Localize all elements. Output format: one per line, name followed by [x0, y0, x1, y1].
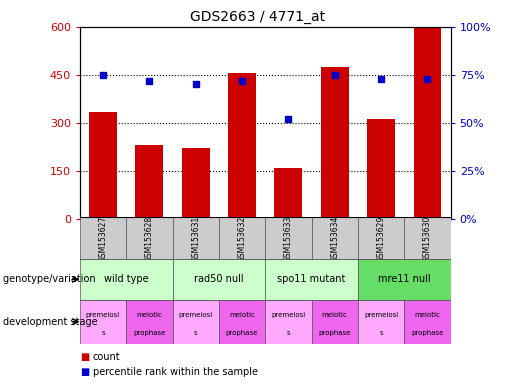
- Text: GSM153633: GSM153633: [284, 216, 293, 262]
- Bar: [358, 217, 404, 261]
- Text: percentile rank within the sample: percentile rank within the sample: [93, 367, 258, 377]
- Bar: [173, 217, 219, 261]
- Text: prophase: prophase: [133, 329, 165, 336]
- Bar: [173, 259, 265, 300]
- Text: ■: ■: [80, 367, 89, 377]
- Text: meiotic: meiotic: [136, 312, 162, 318]
- Text: s: s: [101, 329, 105, 336]
- Text: prophase: prophase: [411, 329, 443, 336]
- Text: prophase: prophase: [226, 329, 258, 336]
- Text: GSM153629: GSM153629: [376, 216, 386, 262]
- Text: count: count: [93, 352, 121, 362]
- Bar: [126, 217, 173, 261]
- Text: spo11 mutant: spo11 mutant: [278, 274, 346, 285]
- Text: GSM153627: GSM153627: [98, 216, 108, 262]
- Bar: [80, 300, 126, 344]
- Bar: [182, 149, 210, 219]
- Text: premeiosi: premeiosi: [86, 312, 120, 318]
- Text: premeiosi: premeiosi: [364, 312, 398, 318]
- Text: premeiosi: premeiosi: [271, 312, 305, 318]
- Text: wild type: wild type: [104, 274, 148, 285]
- Bar: [219, 217, 265, 261]
- Text: GSM153634: GSM153634: [330, 216, 339, 262]
- Bar: [126, 300, 173, 344]
- Text: GSM153631: GSM153631: [191, 216, 200, 262]
- Bar: [219, 300, 265, 344]
- Bar: [135, 145, 163, 219]
- Text: premeiosi: premeiosi: [179, 312, 213, 318]
- Text: development stage: development stage: [3, 316, 104, 327]
- Text: mre11 null: mre11 null: [378, 274, 431, 285]
- Bar: [358, 300, 404, 344]
- Text: meiotic: meiotic: [415, 312, 440, 318]
- Bar: [274, 168, 302, 219]
- Bar: [321, 67, 349, 219]
- Text: rad50 null: rad50 null: [194, 274, 244, 285]
- Bar: [173, 300, 219, 344]
- Text: s: s: [286, 329, 290, 336]
- Bar: [89, 112, 117, 219]
- Text: meiotic: meiotic: [229, 312, 255, 318]
- Text: meiotic: meiotic: [322, 312, 348, 318]
- Bar: [80, 217, 126, 261]
- Bar: [367, 119, 395, 219]
- Bar: [358, 259, 451, 300]
- Bar: [265, 217, 312, 261]
- Bar: [265, 259, 358, 300]
- Text: s: s: [194, 329, 198, 336]
- Bar: [80, 259, 173, 300]
- Text: GSM153628: GSM153628: [145, 216, 154, 262]
- Bar: [312, 217, 358, 261]
- Bar: [404, 217, 451, 261]
- Bar: [414, 28, 441, 219]
- Text: GDS2663 / 4771_at: GDS2663 / 4771_at: [190, 10, 325, 23]
- Bar: [228, 73, 256, 219]
- Text: genotype/variation: genotype/variation: [3, 274, 101, 285]
- Bar: [404, 300, 451, 344]
- Text: GSM153632: GSM153632: [237, 216, 247, 262]
- Text: s: s: [379, 329, 383, 336]
- Bar: [265, 300, 312, 344]
- Text: GSM153630: GSM153630: [423, 216, 432, 262]
- Text: prophase: prophase: [319, 329, 351, 336]
- Text: ■: ■: [80, 352, 89, 362]
- Bar: [312, 300, 358, 344]
